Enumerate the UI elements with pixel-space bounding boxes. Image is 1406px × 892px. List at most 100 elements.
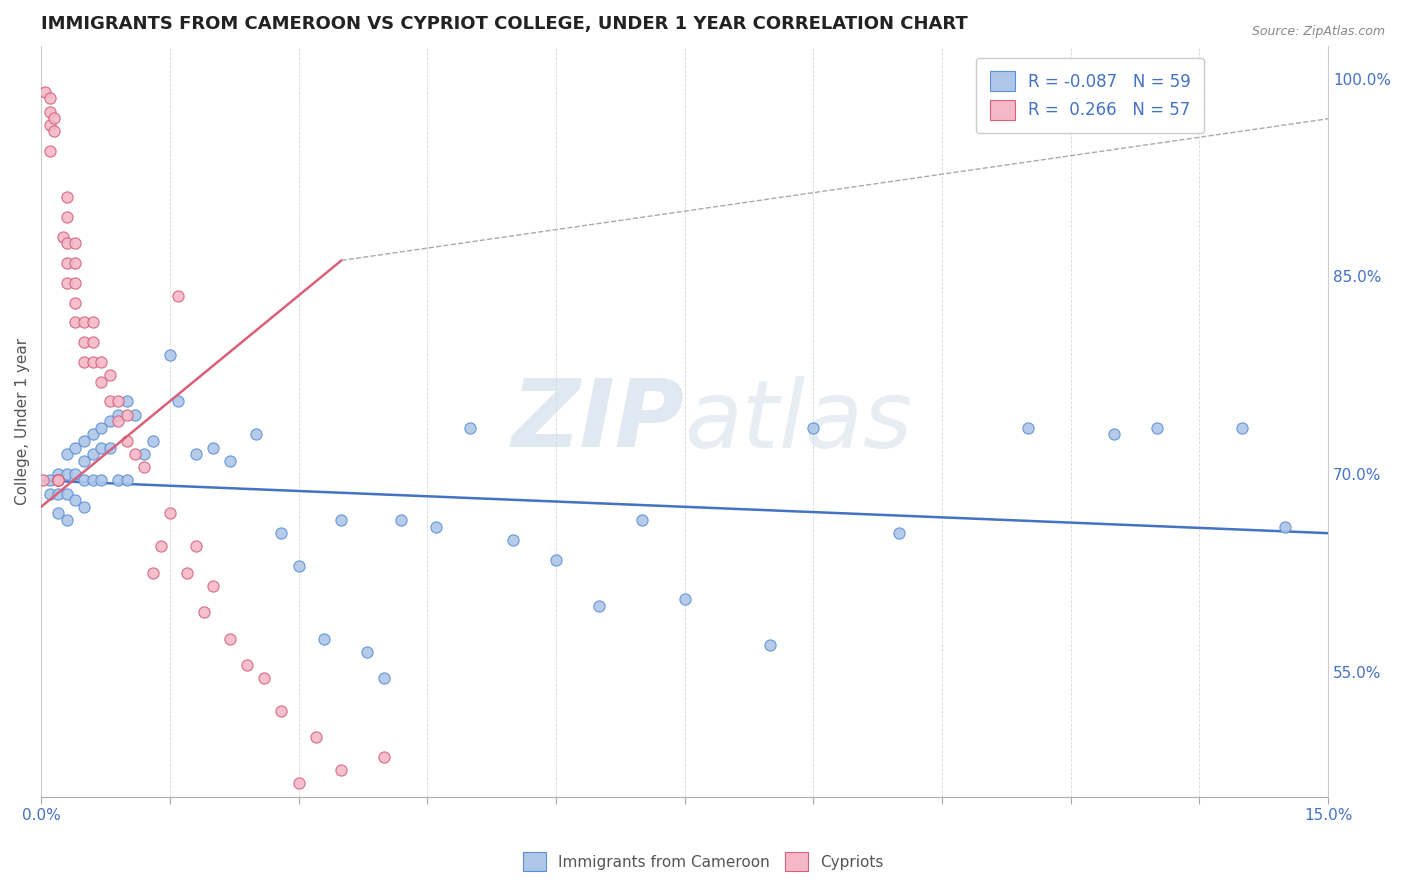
Point (56, 467, 79, 481)
Point (314, 632, 336, 646)
Point (82, 427, 104, 442)
Point (56, 190, 79, 204)
Point (98, 441, 121, 455)
Point (38, 104, 60, 119)
Point (38, 118, 60, 132)
Point (65, 236, 87, 251)
Point (56, 513, 79, 527)
Point (115, 474, 138, 488)
Point (184, 539, 207, 553)
Point (73, 434, 96, 448)
Point (184, 447, 207, 461)
Point (124, 408, 146, 422)
Point (218, 632, 240, 646)
Point (142, 434, 165, 448)
Point (270, 704, 292, 718)
Point (107, 408, 129, 422)
Point (176, 566, 198, 580)
Legend: R = -0.087   N = 59, R =  0.266   N = 57: R = -0.087 N = 59, R = 0.266 N = 57 (976, 58, 1204, 134)
Point (98, 414, 121, 428)
Point (1146, 421, 1168, 435)
Point (38, 91, 60, 105)
Point (65, 441, 87, 455)
Point (253, 671, 276, 685)
Point (82, 474, 104, 488)
Point (38, 486, 60, 500)
Point (588, 599, 610, 613)
Point (65, 276, 87, 290)
Point (107, 414, 129, 428)
Point (46, 474, 69, 488)
Point (65, 493, 87, 508)
Point (90, 474, 112, 488)
Point (82, 315, 104, 329)
Point (65, 256, 87, 270)
Point (132, 447, 155, 461)
Point (1274, 519, 1296, 533)
Point (82, 355, 104, 369)
Point (115, 408, 138, 422)
Point (330, 764, 353, 778)
Point (201, 441, 224, 455)
Point (107, 394, 129, 409)
Point (356, 645, 378, 659)
Point (56, 276, 79, 290)
Text: Source: ZipAtlas.com: Source: ZipAtlas.com (1251, 25, 1385, 38)
Point (90, 355, 112, 369)
Point (73, 453, 96, 467)
Point (1102, 427, 1125, 442)
Point (124, 447, 146, 461)
Point (270, 526, 292, 541)
Point (38, 474, 60, 488)
Point (167, 394, 190, 409)
Point (150, 539, 173, 553)
Point (236, 657, 259, 672)
Point (98, 368, 121, 382)
Point (46, 474, 69, 488)
Point (115, 434, 138, 448)
Point (56, 236, 79, 251)
Text: atlas: atlas (685, 376, 912, 467)
Point (98, 394, 121, 409)
Point (46, 467, 69, 481)
Point (90, 375, 112, 389)
Point (502, 533, 524, 547)
Legend: Immigrants from Cameroon, Cypriots: Immigrants from Cameroon, Cypriots (516, 847, 890, 877)
Point (34, 85, 56, 99)
Point (46, 507, 69, 521)
Point (73, 500, 96, 514)
Point (193, 605, 215, 619)
Point (38, 144, 60, 158)
Point (630, 513, 652, 527)
Point (287, 559, 309, 574)
Point (73, 474, 96, 488)
Point (330, 513, 353, 527)
Point (759, 638, 782, 652)
Point (82, 335, 104, 350)
Point (56, 210, 79, 224)
Point (65, 315, 87, 329)
Point (458, 421, 481, 435)
Text: ZIP: ZIP (512, 376, 685, 467)
Point (1017, 421, 1039, 435)
Point (373, 671, 395, 685)
Point (245, 427, 267, 442)
Point (305, 731, 328, 745)
Point (42, 111, 65, 125)
Point (159, 348, 181, 362)
Point (167, 289, 190, 303)
Point (90, 441, 112, 455)
Point (887, 526, 910, 541)
Point (46, 486, 69, 500)
Point (218, 453, 240, 467)
Point (673, 592, 696, 607)
Point (1232, 421, 1254, 435)
Point (159, 507, 181, 521)
Point (46, 474, 69, 488)
Point (31, 474, 53, 488)
Point (51, 229, 73, 244)
Point (46, 474, 69, 488)
Point (115, 394, 138, 409)
Point (90, 421, 112, 435)
Point (142, 566, 165, 580)
